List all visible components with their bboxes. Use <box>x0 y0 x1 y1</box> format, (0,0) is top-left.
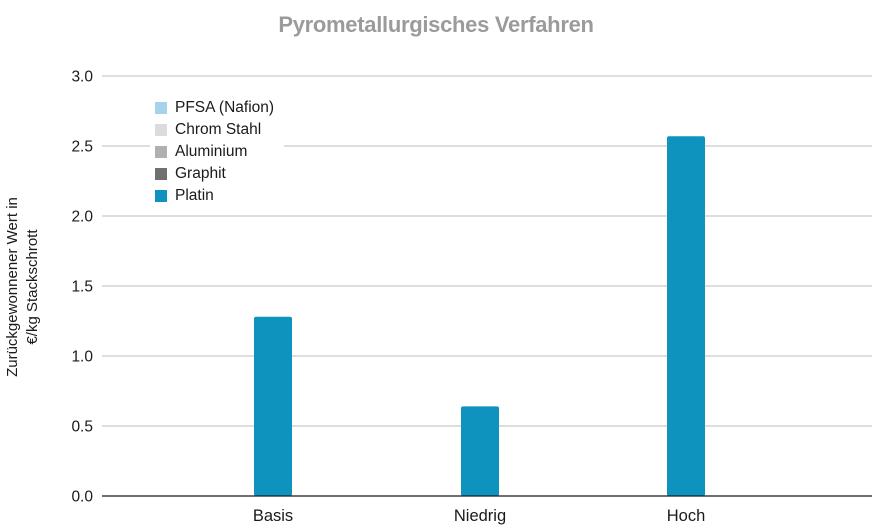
legend-swatch-graphit <box>155 168 167 180</box>
legend-swatch-platin <box>155 190 167 202</box>
y-tick-label-0: 0.0 <box>71 489 93 506</box>
x-tick-label-niedrig: Niedrig <box>454 507 506 525</box>
y-tick-label-1: 0.5 <box>71 419 93 436</box>
bars <box>254 136 705 496</box>
legend-label-aluminium: Aluminium <box>175 143 248 160</box>
y-axis-label: Zurückgewonnener Wert in €/kg Stackschro… <box>3 157 43 417</box>
y-tick-label-5: 2.5 <box>71 139 93 156</box>
y-tick-label-3: 1.5 <box>71 279 93 296</box>
bar-basis-platin <box>254 316 292 496</box>
legend-swatch-pfsa <box>155 102 167 114</box>
legend-swatch-aluminium <box>155 146 167 158</box>
y-tick-label-2: 1.0 <box>71 349 93 366</box>
chart-title: Pyrometallurgisches Verfahren <box>278 12 594 37</box>
legend-item-platin: Platin <box>155 185 274 207</box>
legend-label-platin: Platin <box>175 187 214 204</box>
x-tick-label-basis: Basis <box>253 507 293 525</box>
bar-hoch-platin <box>667 136 705 496</box>
legend-label-chrom-stahl: Chrom Stahl <box>175 121 262 138</box>
legend: PFSA (Nafion) Chrom Stahl Aluminium Grap… <box>150 95 285 209</box>
legend-item-graphit: Graphit <box>155 163 274 185</box>
y-tick-labels: 0.0 0.5 1.0 1.5 2.0 2.5 3.0 <box>71 69 93 506</box>
legend-swatch-chrom-stahl <box>155 124 167 136</box>
x-tick-label-hoch: Hoch <box>667 507 706 525</box>
legend-item-pfsa: PFSA (Nafion) <box>155 97 274 119</box>
y-axis-label-line-2: €/kg Stackschrott <box>24 229 41 345</box>
legend-item-aluminium: Aluminium <box>155 141 274 163</box>
bar-niedrig-platin <box>461 406 499 496</box>
x-tick-labels: Basis Niedrig Hoch <box>253 507 705 525</box>
y-tick-label-6: 3.0 <box>71 69 93 86</box>
legend-label-pfsa: PFSA (Nafion) <box>175 99 275 116</box>
y-tick-label-4: 2.0 <box>71 209 93 226</box>
legend-item-chrom-stahl: Chrom Stahl <box>155 119 274 141</box>
y-axis-label-line-1: Zurückgewonnener Wert in <box>4 197 21 377</box>
legend-label-graphit: Graphit <box>175 165 226 182</box>
